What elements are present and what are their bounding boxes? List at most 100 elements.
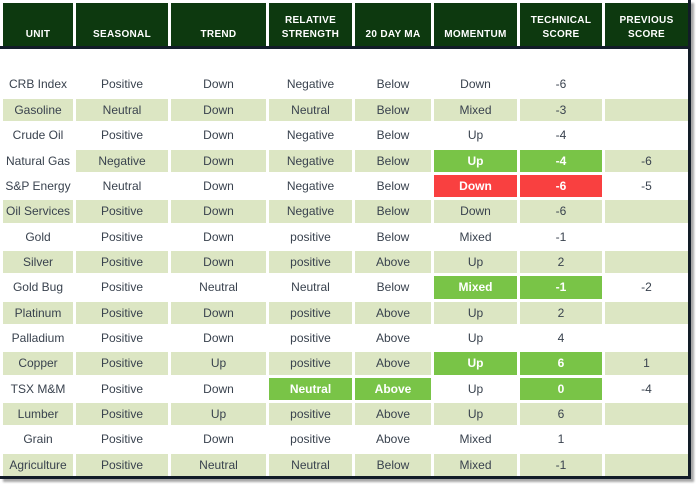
cell-20-day-ma: Above: [355, 250, 431, 274]
column-header-unit: UNIT: [3, 3, 73, 46]
cell-seasonal: Positive: [76, 52, 168, 96]
cell-trend: Up: [171, 402, 266, 426]
cell-unit: Lumber: [3, 402, 73, 426]
column-header-trend: TREND: [171, 3, 266, 46]
cell-technical-score: 0: [520, 377, 602, 400]
cell-momentum: Down: [434, 200, 517, 223]
cell-previous-score: -2: [605, 276, 688, 299]
cell-relative-strength: Negative: [269, 149, 352, 172]
cell-trend: Down: [171, 225, 266, 248]
cell-unit: Palladium: [3, 326, 73, 350]
column-header-relative-strength: RELATIVE STRENGTH: [269, 3, 352, 46]
cell-relative-strength: Negative: [269, 174, 352, 198]
cell-previous-score: [605, 99, 688, 122]
cell-technical-score: -1: [520, 225, 602, 248]
cell-unit: Grain: [3, 428, 73, 451]
cell-relative-strength: Neutral: [269, 276, 352, 299]
cell-technical-score: -1: [520, 453, 602, 476]
cell-momentum: Up: [434, 124, 517, 147]
cell-20-day-ma: Below: [355, 99, 431, 122]
table-row: Palladium Positive Down positive Above Up 4: [3, 324, 688, 350]
cell-previous-score: [605, 301, 688, 324]
cell-previous-score: [605, 428, 688, 451]
cell-seasonal: Positive: [76, 200, 168, 223]
cell-20-day-ma: Below: [355, 52, 431, 96]
cell-unit: Gold Bug: [3, 276, 73, 299]
cell-seasonal: Positive: [76, 225, 168, 248]
table-row: Silver Positive Down positive Above Up 2: [3, 248, 688, 274]
cell-trend: Up: [171, 352, 266, 375]
column-header-seasonal: SEASONAL: [76, 3, 168, 46]
cell-previous-score: [605, 225, 688, 248]
cell-20-day-ma: Below: [355, 276, 431, 299]
cell-unit: S&P Energy: [3, 174, 73, 198]
table-row: Grain Positive Down positive Above Mixed 1: [3, 425, 688, 451]
cell-momentum: Mixed: [434, 453, 517, 476]
cell-20-day-ma: Below: [355, 225, 431, 248]
column-header-20-day-ma: 20 DAY MA: [355, 3, 431, 46]
cell-unit: Oil Services: [3, 200, 73, 223]
cell-20-day-ma: Below: [355, 124, 431, 147]
cell-seasonal: Positive: [76, 276, 168, 299]
cell-unit: Agriculture: [3, 453, 73, 476]
cell-trend: Neutral: [171, 453, 266, 476]
cell-unit: Copper: [3, 352, 73, 375]
table-row: Gold Bug Positive Neutral Neutral Below Mixed…: [3, 273, 688, 299]
column-header-technical-score: TECHNICAL SCORE: [520, 3, 602, 46]
cell-unit: Platinum: [3, 301, 73, 324]
cell-20-day-ma: Below: [355, 453, 431, 476]
cell-momentum: Up: [434, 402, 517, 426]
cell-technical-score: 1: [520, 428, 602, 451]
cell-technical-score: -3: [520, 99, 602, 122]
cell-trend: Neutral: [171, 276, 266, 299]
column-header-previous-score: PREVIOUS SCORE: [605, 3, 688, 46]
cell-relative-strength: positive: [269, 402, 352, 426]
cell-relative-strength: positive: [269, 225, 352, 248]
cell-previous-score: -4: [605, 377, 688, 400]
cell-trend: Down: [171, 174, 266, 198]
cell-unit: Crude Oil: [3, 124, 73, 147]
cell-relative-strength: Negative: [269, 52, 352, 96]
cell-trend: Down: [171, 428, 266, 451]
cell-trend: Down: [171, 149, 266, 172]
table-body: CRB Index Positive Down Negative Below Down -6…: [3, 49, 688, 476]
cell-seasonal: Positive: [76, 301, 168, 324]
cell-momentum: Down: [434, 174, 517, 198]
cell-unit: Natural Gas: [3, 149, 73, 172]
table-row: Copper Positive Up positive Above Up 6 1: [3, 349, 688, 375]
cell-previous-score: [605, 326, 688, 350]
cell-momentum: Up: [434, 301, 517, 324]
cell-technical-score: -4: [520, 149, 602, 172]
cell-seasonal: Positive: [76, 352, 168, 375]
cell-previous-score: [605, 124, 688, 147]
cell-20-day-ma: Above: [355, 377, 431, 400]
cell-20-day-ma: Above: [355, 402, 431, 426]
cell-relative-strength: positive: [269, 250, 352, 274]
cell-seasonal: Neutral: [76, 99, 168, 122]
cell-seasonal: Positive: [76, 453, 168, 476]
cell-relative-strength: positive: [269, 352, 352, 375]
cell-technical-score: -6: [520, 200, 602, 223]
cell-momentum: Mixed: [434, 99, 517, 122]
cell-technical-score: -6: [520, 174, 602, 198]
cell-relative-strength: positive: [269, 301, 352, 324]
cell-unit: Gasoline: [3, 99, 73, 122]
cell-trend: Down: [171, 377, 266, 400]
table-row: Gold Positive Down positive Below Mixed -1: [3, 223, 688, 248]
cell-trend: Down: [171, 99, 266, 122]
cell-technical-score: 4: [520, 326, 602, 350]
cell-previous-score: [605, 250, 688, 274]
table-row: Platinum Positive Down positive Above Up 2: [3, 299, 688, 324]
table-row: Lumber Positive Up positive Above Up 6: [3, 400, 688, 426]
cell-momentum: Mixed: [434, 225, 517, 248]
cell-previous-score: 1: [605, 352, 688, 375]
cell-relative-strength: Negative: [269, 200, 352, 223]
table-row: S&P Energy Neutral Down Negative Below Down -6…: [3, 172, 688, 198]
cell-trend: Down: [171, 326, 266, 350]
cell-seasonal: Positive: [76, 377, 168, 400]
cell-technical-score: -4: [520, 124, 602, 147]
cell-previous-score: -5: [605, 174, 688, 198]
table-row: CRB Index Positive Down Negative Below Down -6: [3, 49, 688, 96]
